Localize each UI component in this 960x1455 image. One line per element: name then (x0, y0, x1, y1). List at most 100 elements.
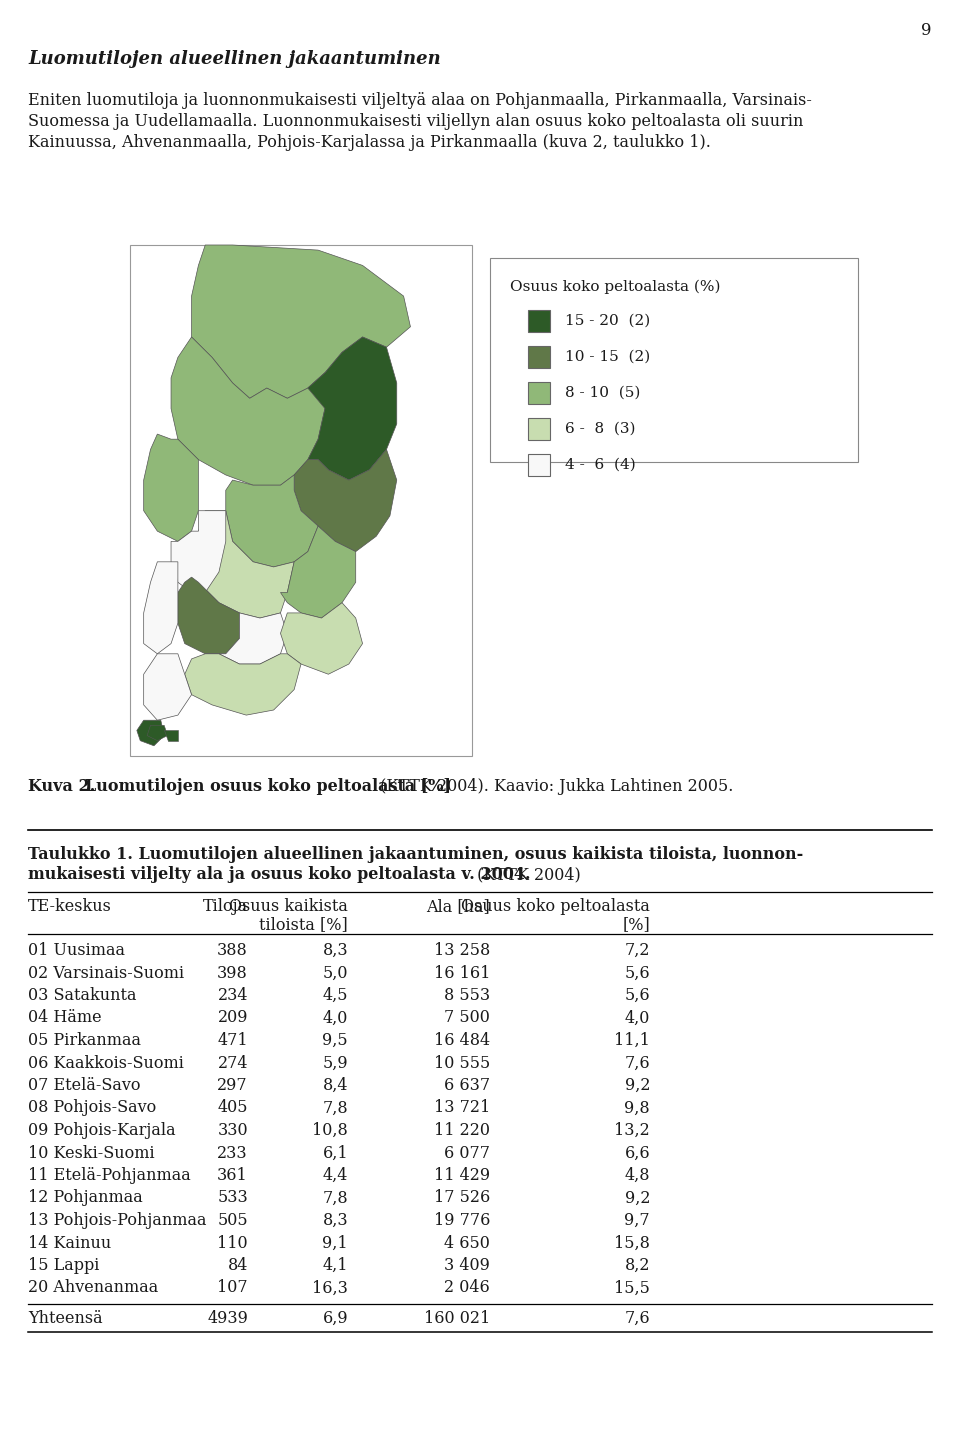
Text: 16 161: 16 161 (434, 965, 490, 982)
Text: 5,0: 5,0 (323, 965, 348, 982)
Text: 13,2: 13,2 (614, 1122, 650, 1139)
Bar (528, 383, 550, 404)
Text: 471: 471 (217, 1032, 248, 1049)
Text: 107: 107 (217, 1279, 248, 1296)
Text: 10,8: 10,8 (312, 1122, 348, 1139)
Text: 2 046: 2 046 (444, 1279, 490, 1296)
Polygon shape (280, 527, 356, 618)
Text: 11 429: 11 429 (434, 1167, 490, 1184)
Text: 4,1: 4,1 (323, 1257, 348, 1275)
Bar (490, 258, 858, 463)
Text: 7,6: 7,6 (624, 1310, 650, 1327)
Text: 12 Pohjanmaa: 12 Pohjanmaa (28, 1190, 143, 1206)
Text: 9,5: 9,5 (323, 1032, 348, 1049)
Text: 6 077: 6 077 (444, 1145, 490, 1161)
Text: 398: 398 (217, 965, 248, 982)
Text: 505: 505 (217, 1212, 248, 1229)
Text: 05 Pirkanmaa: 05 Pirkanmaa (28, 1032, 141, 1049)
Text: (KTTK 2004): (KTTK 2004) (472, 866, 581, 883)
Text: 15 Lappi: 15 Lappi (28, 1257, 100, 1275)
Text: Ala [ha]: Ala [ha] (426, 898, 490, 915)
Text: 5,6: 5,6 (624, 986, 650, 1004)
Text: 14 Kainuu: 14 Kainuu (28, 1234, 111, 1251)
Text: 6,1: 6,1 (323, 1145, 348, 1161)
Text: 4,8: 4,8 (625, 1167, 650, 1184)
Polygon shape (192, 244, 411, 399)
Bar (130, 244, 472, 757)
Text: 4,0: 4,0 (625, 1010, 650, 1026)
Text: 8 553: 8 553 (444, 986, 490, 1004)
Text: 4 -  6  (4): 4 - 6 (4) (565, 458, 636, 471)
Text: 15,5: 15,5 (614, 1279, 650, 1296)
Text: Eniten luomutiloja ja luonnonmukaisesti viljeltyä alaa on Pohjanmaalla, Pirkanma: Eniten luomutiloja ja luonnonmukaisesti … (28, 92, 812, 109)
Text: 6 637: 6 637 (444, 1077, 490, 1094)
Text: 405: 405 (218, 1100, 248, 1116)
Text: 02 Varsinais-Suomi: 02 Varsinais-Suomi (28, 965, 184, 982)
Text: 13 721: 13 721 (434, 1100, 490, 1116)
Polygon shape (192, 511, 294, 618)
Text: 209: 209 (218, 1010, 248, 1026)
Polygon shape (144, 434, 199, 541)
Text: 10 555: 10 555 (434, 1055, 490, 1071)
Text: 10 Keski-Suomi: 10 Keski-Suomi (28, 1145, 155, 1161)
Text: 4,0: 4,0 (323, 1010, 348, 1026)
Bar (528, 346, 550, 368)
Text: 233: 233 (217, 1145, 248, 1161)
Text: Osuus koko peltoalasta (%): Osuus koko peltoalasta (%) (510, 279, 721, 294)
Text: 3 409: 3 409 (444, 1257, 490, 1275)
Polygon shape (226, 474, 318, 567)
Polygon shape (178, 578, 239, 653)
Text: 7,6: 7,6 (624, 1055, 650, 1071)
Text: 84: 84 (228, 1257, 248, 1275)
Text: 8,3: 8,3 (323, 941, 348, 959)
Text: Osuus koko peltoalasta: Osuus koko peltoalasta (461, 898, 650, 915)
Text: Taulukko 1. Luomutilojen alueellinen jakaantuminen, osuus kaikista tiloista, luo: Taulukko 1. Luomutilojen alueellinen jak… (28, 845, 804, 863)
Text: 9,7: 9,7 (624, 1212, 650, 1229)
Text: 9,8: 9,8 (624, 1100, 650, 1116)
Text: 8,2: 8,2 (625, 1257, 650, 1275)
Polygon shape (280, 602, 363, 674)
Text: 9,1: 9,1 (323, 1234, 348, 1251)
Polygon shape (184, 653, 301, 714)
Polygon shape (205, 613, 287, 663)
Text: Kainuussa, Ahvenanmaalla, Pohjois-Karjalassa ja Pirkanmaalla (kuva 2, taulukko 1: Kainuussa, Ahvenanmaalla, Pohjois-Karjal… (28, 134, 710, 151)
Text: Luomutilojen osuus koko peltoalasta [%]: Luomutilojen osuus koko peltoalasta [%] (85, 778, 451, 794)
Text: 234: 234 (218, 986, 248, 1004)
Text: Luomutilojen alueellinen jakaantuminen: Luomutilojen alueellinen jakaantuminen (28, 49, 441, 68)
Text: 7,8: 7,8 (323, 1190, 348, 1206)
Text: Yhteensä: Yhteensä (28, 1310, 103, 1327)
Text: Suomessa ja Uudellamaalla. Luonnonmukaisesti viljellyn alan osuus koko peltoalas: Suomessa ja Uudellamaalla. Luonnonmukais… (28, 113, 804, 129)
Polygon shape (137, 720, 164, 746)
Text: 533: 533 (217, 1190, 248, 1206)
Text: 16 484: 16 484 (434, 1032, 490, 1049)
Text: [%]: [%] (622, 917, 650, 933)
Text: 7 500: 7 500 (444, 1010, 490, 1026)
Text: 4,5: 4,5 (323, 986, 348, 1004)
Text: Osuus kaikista: Osuus kaikista (229, 898, 348, 915)
Polygon shape (144, 653, 192, 720)
Text: 388: 388 (217, 941, 248, 959)
Text: 9,2: 9,2 (625, 1077, 650, 1094)
Text: Tiloja: Tiloja (203, 898, 248, 915)
Text: 11 220: 11 220 (434, 1122, 490, 1139)
Text: 7,2: 7,2 (625, 941, 650, 959)
Text: 11,1: 11,1 (614, 1032, 650, 1049)
Text: 8 - 10  (5): 8 - 10 (5) (565, 386, 640, 400)
Text: 11 Etelä-Pohjanmaa: 11 Etelä-Pohjanmaa (28, 1167, 191, 1184)
Text: 7,8: 7,8 (323, 1100, 348, 1116)
Text: 160 021: 160 021 (423, 1310, 490, 1327)
Polygon shape (147, 726, 168, 741)
Text: 07 Etelä-Savo: 07 Etelä-Savo (28, 1077, 140, 1094)
Text: 15,8: 15,8 (614, 1234, 650, 1251)
Text: 274: 274 (218, 1055, 248, 1071)
Text: TE-keskus: TE-keskus (28, 898, 112, 915)
Text: 04 Häme: 04 Häme (28, 1010, 102, 1026)
Polygon shape (294, 450, 396, 551)
Polygon shape (171, 338, 324, 485)
Text: 15 - 20  (2): 15 - 20 (2) (565, 314, 650, 327)
Text: 330: 330 (217, 1122, 248, 1139)
Text: 17 526: 17 526 (434, 1190, 490, 1206)
Bar (528, 418, 550, 439)
Text: 110: 110 (217, 1234, 248, 1251)
Text: 9,2: 9,2 (625, 1190, 650, 1206)
